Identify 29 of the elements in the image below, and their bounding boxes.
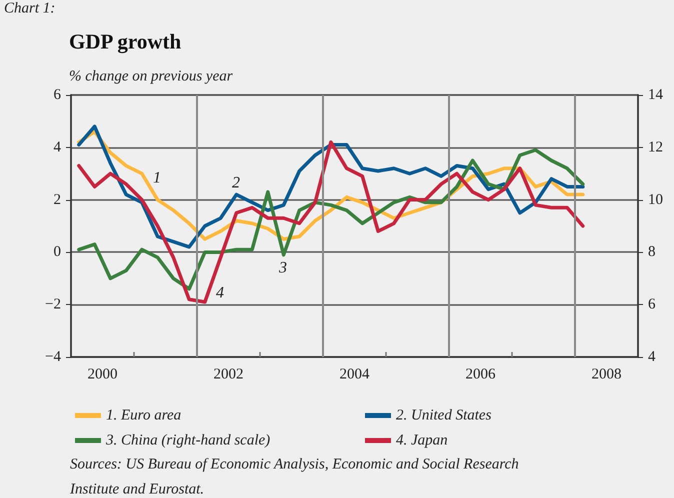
legend-label: 3. China (right-hand scale) [105, 432, 270, 448]
x-tick-label: 2002 [214, 366, 244, 382]
legend-label: 1. Euro area [106, 408, 182, 424]
caption: Chart 1: [4, 0, 56, 16]
y2-tick-label: 4 [648, 349, 656, 365]
chart-subtitle: % change on previous year [69, 68, 233, 84]
legend-label: 4. Japan [396, 432, 448, 448]
y2-tick-label: 14 [648, 87, 664, 103]
x-tick-label: 2004 [340, 366, 370, 382]
chart-title: GDP growth [69, 30, 182, 54]
y2-tick-label: 10 [648, 192, 663, 208]
y2-tick-label: 8 [648, 244, 656, 260]
y2-tick-label: 12 [648, 139, 663, 156]
y-tick-label: 2 [54, 192, 61, 208]
annotation: 1 [153, 170, 161, 186]
y-tick-label: 4 [54, 139, 62, 156]
annotation: 3 [278, 260, 287, 276]
source-note: Sources: US Bureau of Economic Analysis, Economic and Social Research Institute and Eurostat. [69, 456, 523, 498]
y-tick-label: 6 [54, 87, 62, 103]
annotation: 4 [216, 284, 224, 302]
x-tick-label: 2006 [466, 366, 496, 382]
x-tick-label: 2008 [592, 366, 622, 382]
y-tick-label: 0 [54, 244, 61, 260]
annotation: 2 [232, 174, 240, 192]
legend-label: 2. United States [396, 408, 492, 424]
y-tick-label: −2 [45, 296, 61, 313]
y2-tick-label: 6 [648, 296, 656, 313]
y-tick-label: −4 [45, 349, 62, 365]
x-tick-label: 2000 [88, 366, 118, 382]
